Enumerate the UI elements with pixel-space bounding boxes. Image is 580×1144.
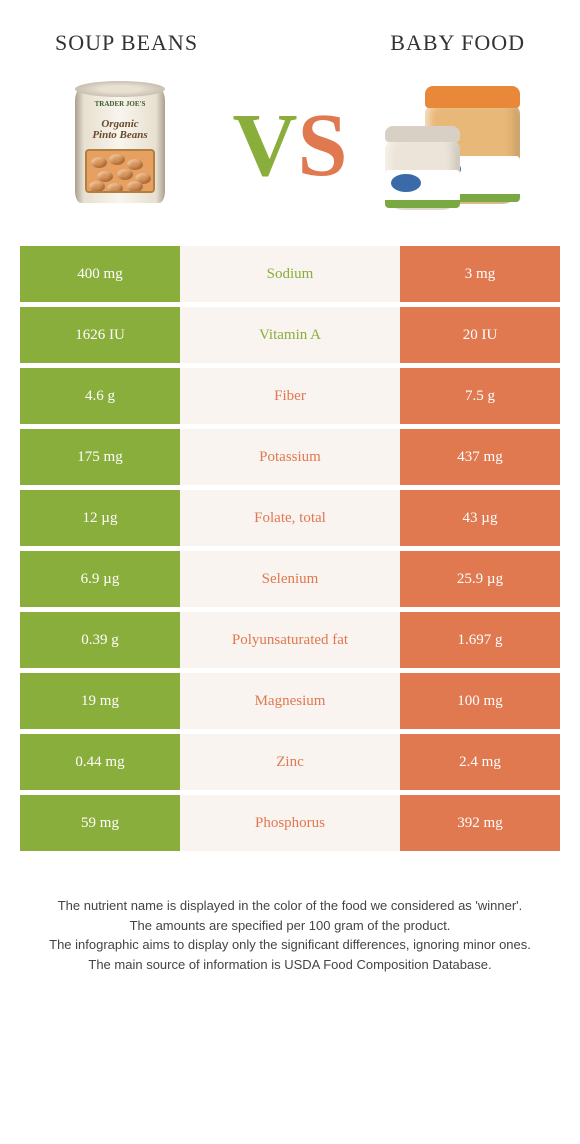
left-value: 0.39 g [20,612,180,668]
left-value: 6.9 µg [20,551,180,607]
nutrient-label: Sodium [180,246,400,302]
nutrient-label: Selenium [180,551,400,607]
table-row: 19 mgMagnesium100 mg [20,673,560,729]
vs-s: S [297,96,347,195]
nutrient-label: Polyunsaturated fat [180,612,400,668]
table-row: 400 mgSodium3 mg [20,246,560,302]
nutrient-label: Folate, total [180,490,400,546]
footer: The nutrient name is displayed in the co… [0,856,580,974]
left-value: 12 µg [20,490,180,546]
nutrient-label: Magnesium [180,673,400,729]
nutrient-label: Zinc [180,734,400,790]
right-value: 7.5 g [400,368,560,424]
left-value: 0.44 mg [20,734,180,790]
right-value: 2.4 mg [400,734,560,790]
table-row: 175 mgPotassium437 mg [20,429,560,485]
right-value: 1.697 g [400,612,560,668]
right-value: 43 µg [400,490,560,546]
right-value: 20 IU [400,307,560,363]
footer-line: The nutrient name is displayed in the co… [30,896,550,916]
right-title: BABY FOOD [390,30,525,56]
table-row: 12 µgFolate, total43 µg [20,490,560,546]
can-brand: TRADER JOE'S [95,100,146,108]
visual-row: TRADER JOE'S Organic Pinto Beans VS [0,66,580,246]
header: SOUP BEANS BABY FOOD [0,0,580,66]
left-value: 59 mg [20,795,180,851]
right-value: 25.9 µg [400,551,560,607]
nutrient-label: Phosphorus [180,795,400,851]
can-line2: Pinto Beans [92,129,147,141]
table-row: 0.39 gPolyunsaturated fat1.697 g [20,612,560,668]
table-row: 0.44 mgZinc2.4 mg [20,734,560,790]
nutrient-label: Fiber [180,368,400,424]
left-value: 1626 IU [20,307,180,363]
table-row: 4.6 gFiber7.5 g [20,368,560,424]
right-value: 3 mg [400,246,560,302]
table-row: 6.9 µgSelenium25.9 µg [20,551,560,607]
table-row: 1626 IUVitamin A20 IU [20,307,560,363]
left-value: 400 mg [20,246,180,302]
nutrient-label: Potassium [180,429,400,485]
footer-line: The infographic aims to display only the… [30,935,550,955]
right-product-image [380,71,540,221]
left-value: 175 mg [20,429,180,485]
left-product-image: TRADER JOE'S Organic Pinto Beans [40,71,200,221]
right-value: 437 mg [400,429,560,485]
right-value: 392 mg [400,795,560,851]
left-value: 19 mg [20,673,180,729]
footer-line: The amounts are specified per 100 gram o… [30,916,550,936]
left-value: 4.6 g [20,368,180,424]
nutrient-label: Vitamin A [180,307,400,363]
vs-label: VS [232,101,347,191]
vs-v: V [232,96,297,195]
right-value: 100 mg [400,673,560,729]
left-title: SOUP BEANS [55,30,198,56]
table-row: 59 mgPhosphorus392 mg [20,795,560,851]
footer-line: The main source of information is USDA F… [30,955,550,975]
nutrient-table: 400 mgSodium3 mg1626 IUVitamin A20 IU4.6… [0,246,580,851]
